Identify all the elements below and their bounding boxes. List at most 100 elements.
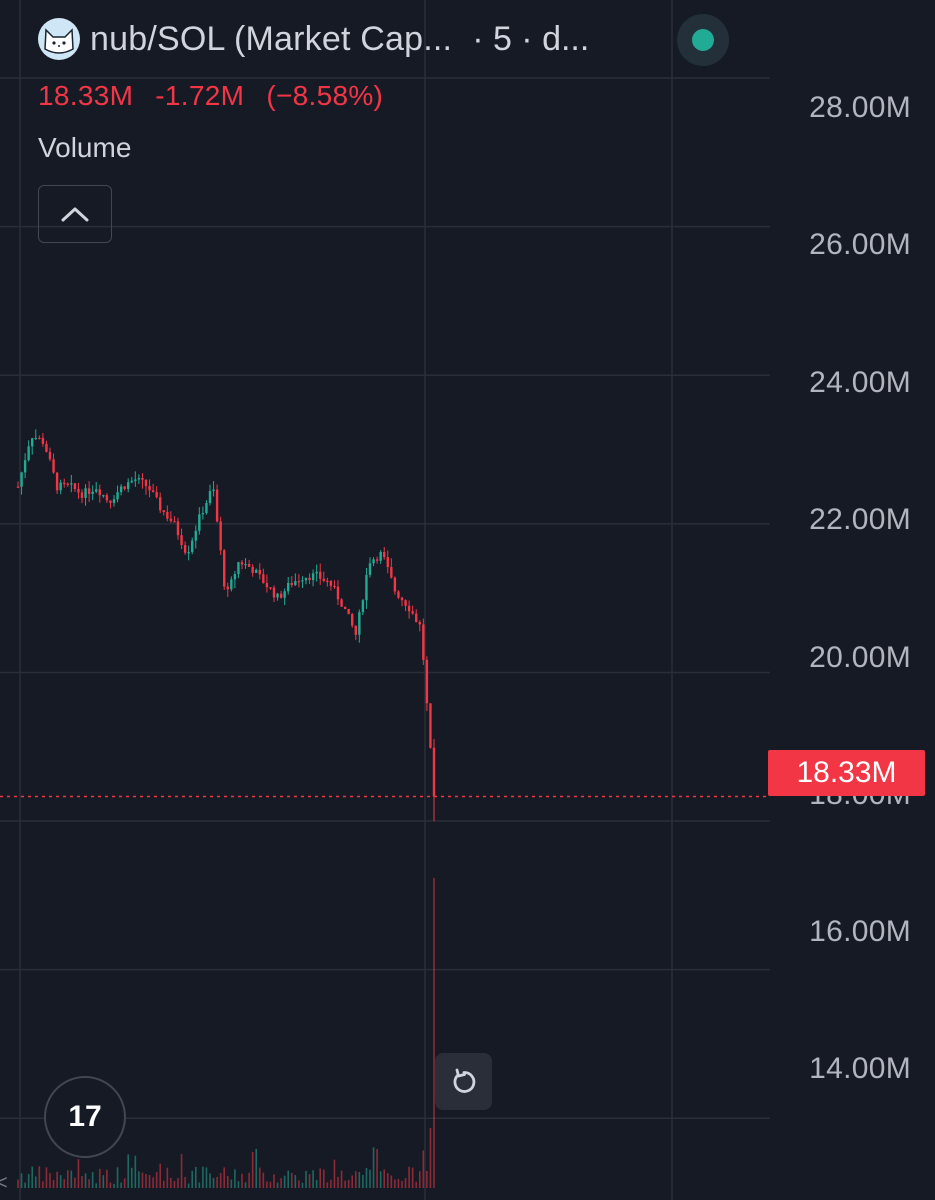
volume-bar [98,1168,101,1188]
candle-body [322,578,325,581]
volume-bar [138,1171,140,1188]
candle-body [112,499,116,503]
candle-body [144,479,148,487]
volume-bar [134,1155,137,1188]
candle-body [116,492,119,500]
candle-body [208,490,212,503]
volume-bar [177,1178,179,1188]
volume-bar [230,1179,233,1188]
candle-body [386,557,389,568]
candle-body [308,577,311,581]
candle-body [226,586,229,590]
y-tick-label: 22.00M [809,503,911,536]
candle-body [183,545,187,553]
candle-body [137,478,141,480]
volume-bar [429,1128,432,1188]
volume-bar [148,1174,151,1188]
candle-body [343,606,347,610]
volume-bar [184,1176,186,1188]
volume-bar [212,1177,215,1188]
volume-bar [155,1171,158,1188]
volume-bar [337,1176,339,1188]
candle-body [20,472,23,487]
chart-header: nub/SOL (Market Cap... · 5 · d... [38,18,589,60]
candle-body [219,521,222,551]
edge-arrow-icon[interactable]: < [0,1172,8,1194]
volume-bar [255,1148,258,1188]
volume-bar [173,1181,176,1188]
live-status-dot [692,29,714,51]
symbol-title[interactable]: nub/SOL (Market Cap... [90,19,453,58]
volume-bar [219,1173,222,1188]
candle-body [279,593,283,598]
candle-body [393,577,397,592]
grid [0,0,770,1200]
volume-bar [415,1181,418,1188]
candle-body [347,609,350,615]
volume-bar [298,1180,300,1188]
candle-body [237,562,240,575]
cat-avatar-icon [38,18,80,60]
candle-body [333,585,336,588]
candle-body [201,513,205,515]
candle-body [418,621,421,625]
volume-bar [102,1175,105,1188]
candle-body [390,567,393,578]
volume-bar [365,1167,368,1188]
candle-body [311,573,315,581]
candle-body [326,580,329,582]
volume-bar [74,1177,76,1188]
volume-bar [408,1166,410,1188]
candle-body [212,489,215,491]
candle-body [191,540,194,553]
candle-body [397,591,400,598]
candle-body [372,559,375,564]
candle-body [358,612,361,635]
volume-bar [95,1183,98,1188]
volume-bar [202,1166,204,1188]
volume-bar [216,1176,218,1188]
candle-body [169,518,173,522]
volume-bar [251,1151,254,1188]
tradingview-logo-icon[interactable]: 17 [44,1076,126,1158]
interval-label[interactable]: · 5 · d... [472,19,590,58]
candle-body [432,747,436,797]
volume-bar [59,1175,62,1188]
y-tick-label: 14.00M [809,1052,911,1085]
volume-bar [145,1174,147,1188]
candle-body [223,550,226,587]
candle-body [290,582,293,586]
y-tick-label: 26.00M [809,228,911,261]
volume-bar [52,1179,55,1188]
candle-body [180,535,183,546]
candle-body [269,587,272,589]
y-tick-label: 28.00M [809,91,911,124]
volume-bar [305,1170,307,1188]
y-tick-label: 24.00M [809,366,911,399]
candle-body [84,488,87,498]
candle-body [276,593,279,598]
candle-body [130,480,133,483]
candle-body [415,613,418,622]
volume-bar [127,1154,130,1188]
live-status-button[interactable] [677,14,729,66]
candle-body [198,514,201,531]
volume-bar [17,1179,19,1188]
candle-body [194,530,197,541]
volume-bar [91,1172,94,1188]
collapse-legend-button[interactable] [38,185,112,243]
candle-body [70,483,73,485]
candle-body [31,438,34,447]
volume-bar [70,1170,73,1188]
reset-chart-button[interactable] [435,1053,492,1110]
candle-body [45,443,48,452]
candle-body [52,459,55,473]
candle-body [105,495,109,501]
candle-body [283,591,286,598]
volume-bar [194,1166,197,1188]
candle-body [55,472,59,491]
candle-body [262,574,265,584]
candle-body [336,586,340,600]
volume-bar [81,1176,83,1188]
